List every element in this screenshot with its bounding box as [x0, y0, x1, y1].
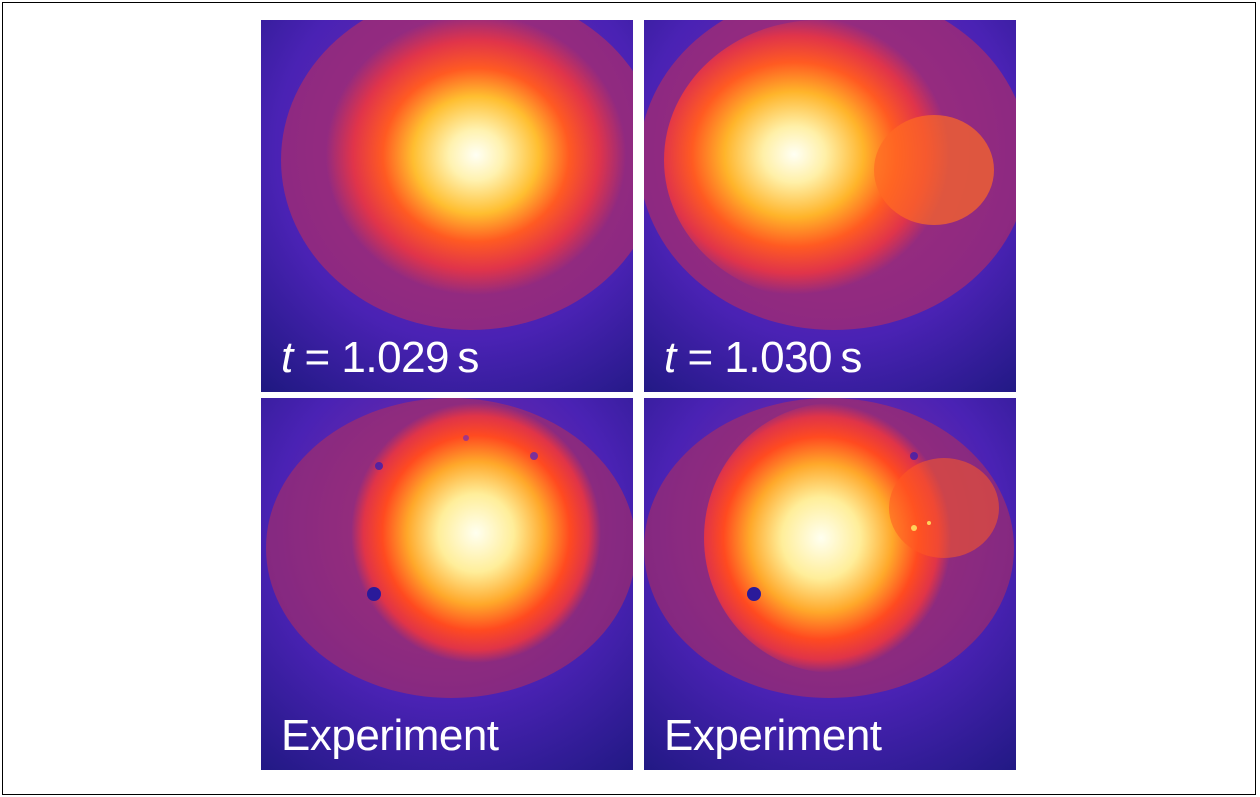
time-unit: s	[840, 333, 862, 382]
experiment-label: Experiment	[281, 711, 499, 760]
time-unit: s	[457, 333, 479, 382]
time-value: 1.029	[341, 333, 450, 382]
experiment-panel-2: Experiment	[644, 398, 1016, 770]
equals-sign: =	[304, 333, 330, 382]
experiment-panel-1: Experiment	[261, 398, 633, 770]
density-image-experiment-1	[261, 398, 633, 770]
experiment-label: Experiment	[664, 711, 882, 760]
equals-sign: =	[687, 333, 713, 382]
time-value: 1.030	[724, 333, 833, 382]
time-variable: t	[281, 333, 293, 382]
density-image-simulation-1	[261, 20, 633, 392]
time-variable: t	[664, 333, 676, 382]
density-image-simulation-2	[644, 20, 1016, 392]
simulation-panel-t1029: t = 1.029 s	[261, 20, 633, 392]
time-label: t = 1.029 s	[281, 336, 479, 380]
simulation-panel-t1030: t = 1.030 s	[644, 20, 1016, 392]
time-label: t = 1.030 s	[664, 336, 862, 380]
density-image-experiment-2	[644, 398, 1016, 770]
